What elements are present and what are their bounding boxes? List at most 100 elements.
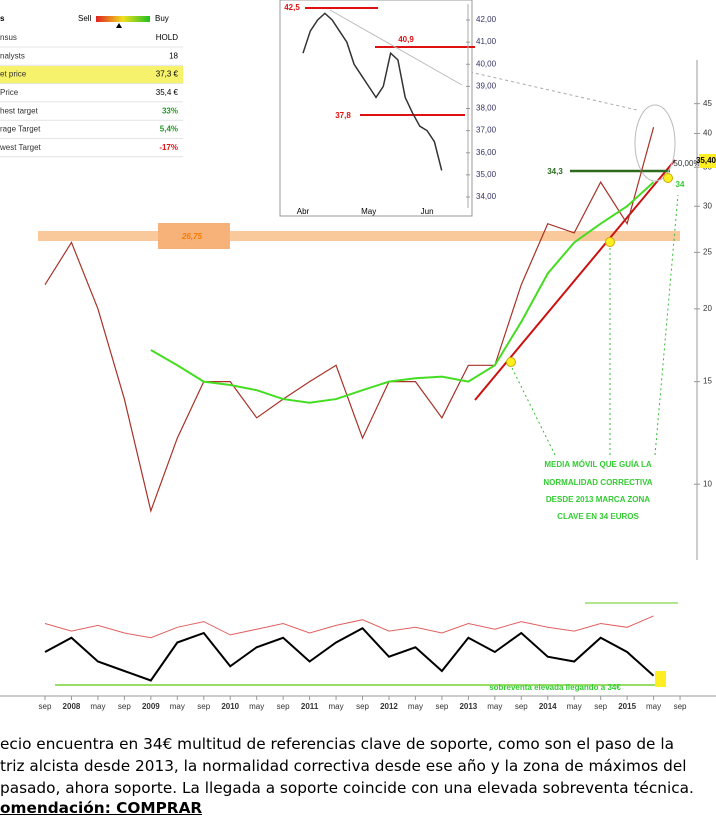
row-value: HOLD [156, 33, 178, 42]
annotation: DESDE 2013 MARCA ZONA [546, 495, 650, 504]
text-line: pasado, ahora soporte. La llegada a sopo… [0, 779, 694, 797]
x-tick-label: sep [356, 702, 369, 711]
price-line [44, 627, 655, 682]
y-tick-label: 20 [703, 304, 712, 313]
price-line [44, 127, 655, 513]
connector [469, 71, 638, 111]
x-tick-label: sep [435, 702, 448, 711]
highlight-circle [634, 104, 676, 182]
x-tick-label: sep [674, 702, 687, 711]
level-label: 40,9 [398, 35, 414, 44]
level-label: 37,8 [335, 111, 351, 120]
inset-y-label: 35,00 [476, 170, 497, 179]
x-tick-label: sep [594, 702, 607, 711]
x-tick-label: may [487, 702, 502, 711]
annotation: NORMALIDAD CORRECTIVA [543, 478, 652, 487]
x-tick-label: may [328, 702, 343, 711]
row-value: 18 [169, 51, 178, 60]
row-label: west Target [0, 143, 42, 152]
annotation: CLAVE EN 34 EUROS [557, 512, 639, 521]
rating-bar [96, 16, 150, 22]
row-label: nsus [0, 33, 17, 42]
inset-y-label: 40,00 [476, 59, 497, 68]
level-label: 42,5 [284, 3, 300, 12]
key-points [506, 173, 673, 367]
annotation: 35,40 [696, 156, 716, 165]
row-label: Price [0, 88, 19, 97]
inset-trend [329, 9, 463, 86]
trend-line [474, 159, 676, 401]
x-tick-label: may [90, 702, 105, 711]
price-line [150, 181, 655, 404]
row-value: 35,4 € [156, 88, 179, 97]
inset-y-label: 36,00 [476, 148, 497, 157]
annotation: 34 [676, 180, 685, 189]
x-tick-label: 2011 [301, 702, 319, 711]
x-tick-label: 2010 [221, 702, 239, 711]
y-tick-label: 10 [703, 479, 712, 488]
text-line: omendación: COMPRAR [0, 799, 203, 817]
y-tick-label: 15 [703, 377, 712, 386]
chart: 1015202530354045sep2008maysep2009maysep2… [0, 0, 716, 711]
inset-x-label: May [361, 207, 376, 216]
row-value: 37,3 € [156, 70, 179, 79]
level-box [158, 223, 230, 249]
x-tick-label: may [567, 702, 582, 711]
y-tick-label: 30 [703, 201, 712, 210]
x-tick-label: 2014 [539, 702, 557, 711]
x-tick-label: 2009 [142, 702, 160, 711]
inset-x-label: Abr [297, 207, 310, 216]
x-tick-label: may [170, 702, 185, 711]
row-value: 33% [162, 106, 178, 115]
x-tick-label: may [249, 702, 264, 711]
y-tick-label: 40 [703, 129, 712, 138]
inset-y-label: 42,00 [476, 15, 497, 24]
oversold-marker [655, 671, 666, 687]
annotation: MEDIA MÓVIL QUE GUÍA LA [544, 460, 651, 469]
highlight-row [0, 66, 183, 84]
row-value: 5,4% [160, 125, 178, 134]
row-label: nalysts [0, 51, 25, 60]
table-header: Buy [155, 14, 169, 23]
text-line: triz alcista desde 2013, la normalidad c… [0, 757, 687, 775]
inset-levels [305, 7, 475, 116]
annotation: 50,00% [673, 159, 700, 168]
x-tick-label: may [408, 702, 423, 711]
inset-y-label: 41,00 [476, 37, 497, 46]
y-tick-label: 45 [703, 99, 712, 108]
rating-pointer [116, 23, 122, 28]
x-tick-label: sep [515, 702, 528, 711]
x-tick-label: 2012 [380, 702, 398, 711]
x-tick-label: may [646, 702, 661, 711]
inset-y-label: 38,00 [476, 104, 497, 113]
resistance-band [38, 231, 680, 241]
inset-y-label: 37,00 [476, 126, 497, 135]
x-tick-label: 2008 [63, 702, 81, 711]
inset-y-label: 34,00 [476, 192, 497, 201]
table-header: Sell [78, 14, 92, 23]
annotation: sobreventa elevada llegando a 34€ [489, 683, 621, 692]
row-label: hest target [0, 106, 39, 115]
row-label: et price [0, 70, 27, 79]
x-tick-label: sep [277, 702, 290, 711]
x-tick-label: sep [118, 702, 131, 711]
x-tick-label: 2013 [459, 702, 477, 711]
price-line [44, 615, 654, 639]
pointer-arrows [511, 194, 679, 456]
table-header: s [0, 14, 5, 23]
annotation: 26,75 [181, 232, 203, 241]
x-tick-label: sep [39, 702, 52, 711]
inset-y-label: 39,00 [476, 81, 497, 90]
inset-frame [279, 0, 473, 217]
y-tick-label: 25 [703, 247, 712, 256]
price-tag [699, 154, 716, 168]
inset-x-label: Jun [421, 207, 434, 216]
x-tick-label: 2015 [618, 702, 636, 711]
annotation: 34,3 [547, 167, 563, 176]
x-tick-label: sep [197, 702, 210, 711]
text-line: ecio encuentra en 34€ multitud de refere… [0, 735, 674, 753]
price-line [302, 12, 443, 171]
row-label: rage Target [0, 125, 41, 134]
row-value: -17% [159, 143, 178, 152]
